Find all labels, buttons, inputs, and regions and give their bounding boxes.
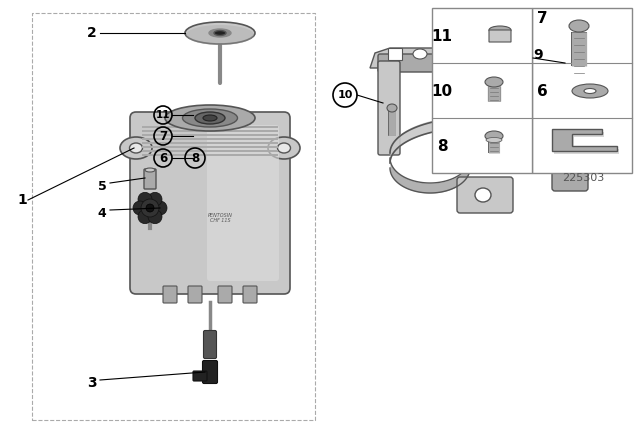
Ellipse shape (475, 188, 491, 202)
Text: 225303: 225303 (562, 173, 604, 183)
Text: 8: 8 (191, 151, 199, 164)
FancyBboxPatch shape (204, 331, 216, 358)
Ellipse shape (486, 138, 502, 142)
Ellipse shape (186, 25, 254, 45)
Text: 2: 2 (87, 26, 97, 40)
FancyBboxPatch shape (218, 286, 232, 303)
Text: 3: 3 (87, 376, 97, 390)
Bar (432, 8, 532, 173)
FancyBboxPatch shape (563, 51, 585, 170)
Polygon shape (554, 132, 619, 154)
FancyBboxPatch shape (193, 371, 207, 381)
Polygon shape (552, 129, 617, 151)
FancyBboxPatch shape (188, 286, 202, 303)
Ellipse shape (413, 49, 427, 59)
Circle shape (148, 192, 162, 207)
FancyBboxPatch shape (207, 125, 279, 281)
Ellipse shape (203, 115, 217, 121)
Ellipse shape (485, 77, 503, 87)
Polygon shape (370, 48, 450, 68)
Circle shape (133, 201, 147, 215)
Bar (142, 146, 278, 148)
Text: 5: 5 (98, 180, 106, 193)
FancyBboxPatch shape (378, 61, 400, 155)
Text: 11: 11 (156, 110, 170, 120)
Bar (532, 8, 632, 173)
FancyBboxPatch shape (163, 286, 177, 303)
Ellipse shape (268, 137, 300, 159)
Ellipse shape (120, 137, 152, 159)
Ellipse shape (165, 105, 255, 131)
FancyBboxPatch shape (144, 169, 156, 189)
Text: 6: 6 (159, 151, 167, 164)
FancyBboxPatch shape (130, 112, 290, 294)
Bar (142, 150, 278, 152)
Bar (142, 126, 278, 128)
Circle shape (138, 210, 152, 224)
Ellipse shape (182, 109, 237, 127)
Text: 7: 7 (537, 10, 547, 26)
FancyBboxPatch shape (378, 54, 602, 72)
Text: 8: 8 (436, 138, 447, 154)
Text: 1: 1 (17, 193, 27, 207)
Ellipse shape (485, 131, 503, 141)
Bar (142, 154, 278, 156)
Ellipse shape (584, 89, 596, 94)
Bar (142, 142, 278, 144)
Circle shape (141, 199, 159, 217)
Text: 9: 9 (533, 48, 543, 62)
Ellipse shape (214, 30, 226, 35)
Circle shape (146, 204, 154, 212)
Bar (142, 134, 278, 136)
Ellipse shape (569, 20, 589, 32)
FancyBboxPatch shape (202, 361, 218, 383)
Bar (388, 48, 402, 60)
Text: 11: 11 (431, 29, 452, 43)
Ellipse shape (278, 143, 291, 153)
Text: 10: 10 (337, 90, 353, 100)
Text: 4: 4 (98, 207, 106, 220)
Ellipse shape (145, 168, 155, 172)
FancyBboxPatch shape (457, 177, 513, 213)
FancyBboxPatch shape (243, 286, 257, 303)
Text: 7: 7 (159, 129, 167, 142)
FancyBboxPatch shape (552, 157, 588, 191)
Text: 10: 10 (431, 83, 452, 99)
Circle shape (148, 210, 162, 224)
Circle shape (138, 192, 152, 207)
Ellipse shape (209, 29, 231, 37)
Ellipse shape (387, 104, 397, 112)
Ellipse shape (195, 112, 225, 124)
Ellipse shape (185, 22, 255, 44)
Text: 6: 6 (536, 83, 547, 99)
Bar (142, 130, 278, 132)
FancyBboxPatch shape (489, 30, 511, 42)
Ellipse shape (489, 26, 511, 34)
Ellipse shape (129, 143, 143, 153)
Text: PENTOSIN
CHF 11S: PENTOSIN CHF 11S (207, 213, 232, 224)
Circle shape (153, 201, 167, 215)
Ellipse shape (572, 84, 608, 98)
Bar (142, 138, 278, 140)
